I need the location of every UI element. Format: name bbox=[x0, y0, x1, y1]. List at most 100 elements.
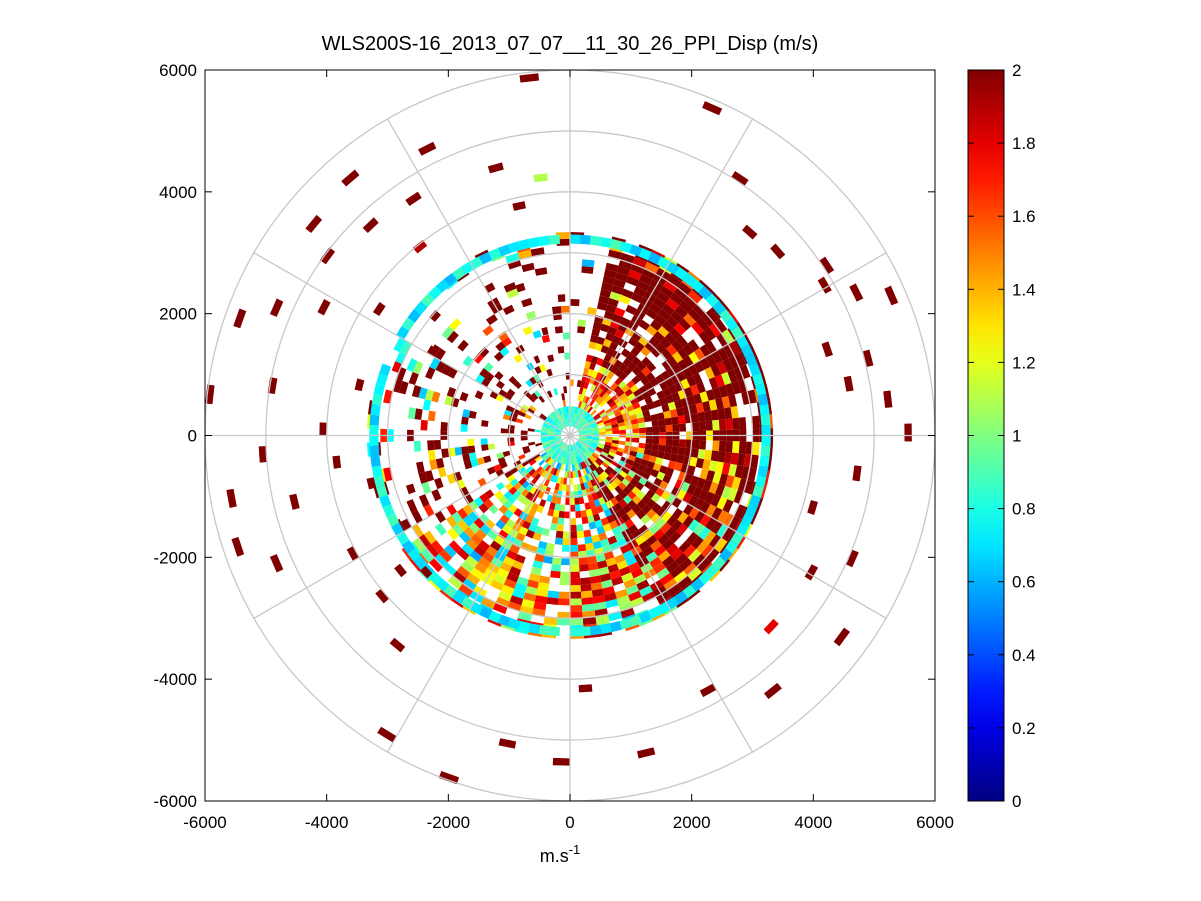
data-cell bbox=[587, 307, 597, 316]
data-cell bbox=[570, 558, 580, 566]
data-cell-edge bbox=[452, 266, 466, 281]
data-cell-edge bbox=[599, 236, 612, 248]
data-cell bbox=[614, 554, 626, 564]
data-cell bbox=[548, 439, 555, 443]
data-cell-sparse bbox=[578, 684, 593, 693]
data-cell bbox=[487, 443, 496, 450]
data-cell bbox=[604, 425, 612, 430]
data-cell bbox=[521, 488, 530, 498]
data-cell bbox=[462, 515, 474, 527]
data-cell bbox=[679, 557, 693, 571]
data-cell-edge bbox=[718, 308, 733, 323]
data-cell bbox=[575, 423, 581, 429]
data-cell bbox=[610, 420, 618, 426]
data-cell bbox=[545, 448, 553, 454]
data-cell bbox=[596, 457, 604, 465]
data-cell bbox=[664, 417, 673, 426]
data-cell bbox=[506, 474, 516, 483]
data-cell bbox=[653, 330, 665, 343]
data-cell bbox=[566, 413, 569, 420]
data-cell bbox=[716, 360, 728, 375]
data-cell bbox=[533, 453, 541, 460]
data-cell bbox=[640, 459, 649, 467]
data-cell bbox=[553, 475, 559, 483]
data-cell bbox=[727, 488, 738, 502]
data-cell-edge bbox=[690, 578, 705, 592]
data-cell bbox=[581, 453, 588, 461]
data-cell bbox=[617, 507, 627, 518]
colorbar-tick-label: 1.4 bbox=[1012, 280, 1036, 299]
data-cell bbox=[687, 339, 700, 352]
data-cell bbox=[420, 419, 428, 431]
data-cell bbox=[571, 444, 575, 451]
data-cell bbox=[646, 534, 658, 546]
data-cell bbox=[687, 289, 702, 304]
data-cell bbox=[563, 413, 567, 421]
data-cell bbox=[698, 526, 711, 541]
data-cell bbox=[508, 504, 518, 514]
data-cell bbox=[683, 562, 698, 576]
data-cell bbox=[610, 497, 619, 506]
x-tick-label: -2000 bbox=[427, 813, 470, 832]
data-cell-edge bbox=[369, 445, 380, 457]
data-cell bbox=[584, 451, 591, 458]
data-cell bbox=[632, 402, 641, 410]
data-cell bbox=[603, 269, 617, 279]
data-cell-edge bbox=[570, 234, 581, 244]
data-cell bbox=[599, 382, 607, 391]
data-cell bbox=[575, 510, 582, 519]
data-cell bbox=[547, 433, 555, 435]
data-cell bbox=[626, 482, 636, 491]
data-cell bbox=[578, 437, 586, 441]
data-cell bbox=[665, 424, 673, 433]
data-cell bbox=[611, 393, 620, 401]
data-cell bbox=[577, 456, 582, 463]
data-cell bbox=[416, 461, 425, 474]
data-cell bbox=[578, 438, 585, 443]
data-cell bbox=[606, 347, 616, 357]
axes: -6000 -4000 -2000 0 2000 4000 6000600040002000… bbox=[154, 61, 954, 832]
data-cell bbox=[560, 305, 570, 313]
data-cell bbox=[534, 365, 542, 375]
data-cell bbox=[661, 538, 674, 551]
data-cell bbox=[593, 498, 601, 508]
data-cell-edge bbox=[435, 279, 450, 293]
data-cell bbox=[691, 448, 699, 459]
data-cell-edge bbox=[698, 286, 712, 300]
data-cell bbox=[705, 353, 717, 367]
data-cell bbox=[631, 486, 641, 496]
data-cell bbox=[747, 467, 757, 482]
data-cell bbox=[618, 566, 631, 577]
data-cell bbox=[585, 405, 592, 412]
data-cell bbox=[623, 578, 637, 589]
data-cell bbox=[537, 540, 548, 550]
data-cell-sparse bbox=[332, 455, 342, 469]
data-cell bbox=[585, 459, 592, 466]
data-cell bbox=[610, 382, 619, 391]
data-cell bbox=[577, 326, 586, 334]
data-cell bbox=[527, 544, 538, 554]
data-cell bbox=[591, 534, 601, 543]
data-cell bbox=[695, 458, 705, 469]
data-cell bbox=[723, 451, 733, 464]
data-cell-edge bbox=[407, 308, 422, 323]
data-cell bbox=[592, 393, 599, 402]
data-cell bbox=[554, 430, 562, 434]
data-cell-edge bbox=[682, 272, 697, 287]
data-cell bbox=[643, 448, 652, 456]
data-cell bbox=[521, 497, 530, 506]
data-cell bbox=[687, 549, 702, 563]
data-cell bbox=[532, 560, 544, 569]
data-cell bbox=[535, 466, 543, 474]
data-cell bbox=[705, 420, 713, 431]
data-cell bbox=[428, 558, 443, 573]
data-cell bbox=[599, 431, 606, 435]
data-cell bbox=[532, 330, 542, 339]
data-cell bbox=[540, 484, 548, 493]
data-cell bbox=[633, 286, 647, 298]
data-cell bbox=[602, 544, 613, 554]
data-cell bbox=[573, 484, 578, 492]
data-cell bbox=[546, 494, 553, 503]
data-cell bbox=[683, 295, 698, 309]
data-cell bbox=[554, 503, 561, 511]
